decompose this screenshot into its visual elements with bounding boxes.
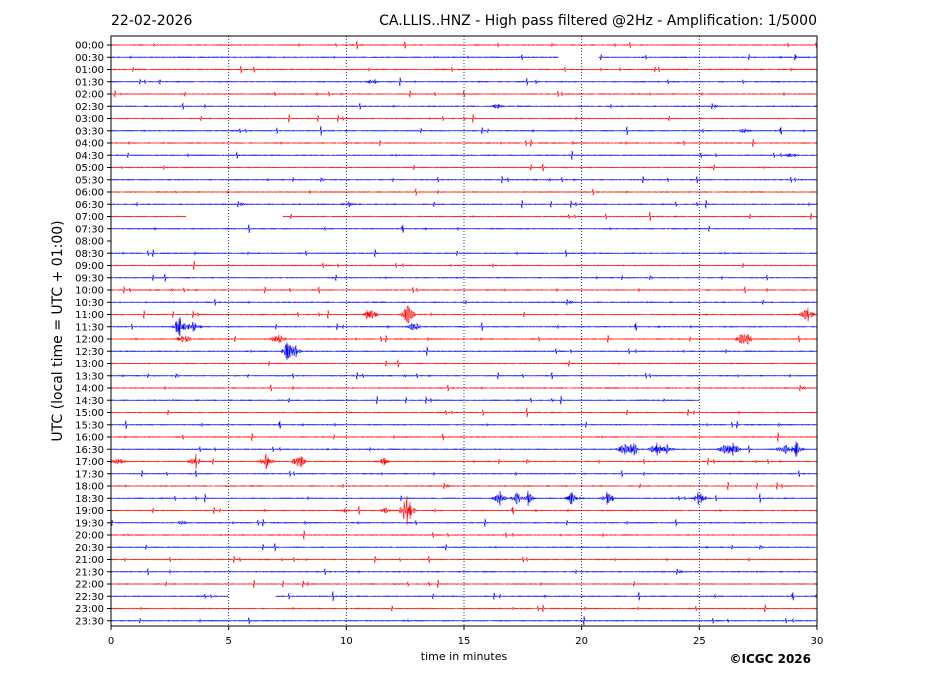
y-tick-label: 09:00 [75,261,104,272]
y-tick-label: 03:00 [75,114,104,125]
y-tick-label: 17:00 [75,457,104,468]
y-tick-label: 01:00 [75,65,104,76]
x-tick-label: 15 [458,636,471,647]
trace-row [110,114,818,123]
y-tick-label: 08:30 [75,249,104,260]
trace-row [110,273,818,282]
trace-row [110,286,818,294]
trace-row [110,211,818,222]
y-axis-label: UTC (local time = UTC + 01:00) [50,220,66,441]
trace-row [110,260,818,271]
trace-row [110,395,700,405]
y-tick-label: 00:30 [75,53,104,64]
y-tick-label: 00:00 [75,41,104,52]
y-tick-label: 11:00 [75,310,104,321]
trace-row [110,125,818,136]
y-tick-label: 23:00 [75,604,104,615]
y-tick-label: 16:30 [75,445,104,456]
y-tick-label: 02:30 [75,102,104,113]
y-tick-label: 12:30 [75,347,104,358]
date-label: 22-02-2026 [111,13,192,29]
trace-row [110,591,818,602]
x-tick-label: 30 [811,636,824,647]
trace-row [110,604,818,613]
y-tick-label: 10:00 [75,286,104,297]
y-tick-label: 20:00 [75,531,104,542]
y-tick-label: 02:00 [75,90,104,101]
trace-row [110,555,818,564]
y-tick-label: 01:30 [75,77,104,88]
x-tick-label: 25 [693,636,706,647]
trace-row [110,420,818,430]
trace-row [110,90,818,98]
trace-row [110,384,818,392]
y-tick-label: 09:30 [75,273,104,284]
copyright-label: ©ICGC 2026 [729,652,811,666]
y-tick-label: 15:30 [75,420,104,431]
trace-row [110,441,818,458]
y-tick-label: 22:00 [75,580,104,591]
y-tick-label: 07:30 [75,224,104,235]
trace-row [110,138,818,148]
y-tick-label: 05:30 [75,175,104,186]
trace-row [110,407,818,418]
y-tick-label: 19:30 [75,518,104,529]
trace-row [110,304,818,324]
trace-row [110,163,818,172]
trace-row [110,102,818,110]
y-tick-label: 11:30 [75,322,104,333]
y-tick-label: 19:00 [75,506,104,517]
y-tick-label: 23:30 [75,616,104,627]
trace-row [110,568,818,576]
x-tick-label: 10 [340,636,353,647]
y-tick-label: 04:00 [75,139,104,150]
trace-row [110,359,818,368]
x-axis-label: time in minutes [421,650,508,663]
y-tick-label: 21:00 [75,555,104,566]
y-tick-label: 04:30 [75,151,104,162]
y-tick-label: 06:30 [75,200,104,211]
y-tick-label: 05:00 [75,163,104,174]
x-axis-ticks: 0 5 10 15 20 25 30 [108,626,824,647]
y-tick-label: 15:00 [75,408,104,419]
trace-row [110,432,818,442]
y-tick-label: 14:30 [75,396,104,407]
x-tick-label: 0 [108,636,114,647]
y-tick-label: 22:30 [75,592,104,603]
trace-row [110,150,818,160]
x-tick-label: 5 [225,636,231,647]
y-tick-label: 07:00 [75,212,104,223]
y-tick-label: 18:30 [75,494,104,505]
y-tick-label: 12:00 [75,335,104,346]
trace-row [110,470,818,478]
x-tick-label: 20 [575,636,588,647]
y-tick-label: 14:00 [75,384,104,395]
y-tick-label: 13:00 [75,359,104,370]
trace-row [110,317,818,337]
y-tick-label: 21:30 [75,567,104,578]
trace-row [110,175,818,184]
time-grid [228,36,700,626]
trace-row [110,54,818,61]
trace-row [110,249,818,258]
y-tick-label: 08:00 [75,237,104,248]
y-tick-label: 03:30 [75,126,104,137]
trace-row [110,543,818,552]
trace-row [110,453,818,470]
y-tick-label: 13:30 [75,371,104,382]
y-tick-label: 10:30 [75,298,104,309]
y-tick-label: 18:00 [75,482,104,493]
trace-row [110,579,818,589]
y-tick-label: 16:00 [75,433,104,444]
chart-title: CA.LLIS..HNZ - High pass filtered @2Hz -… [379,13,817,29]
y-tick-label: 17:30 [75,469,104,480]
y-tick-label: 20:30 [75,543,104,554]
trace-row [110,40,818,50]
trace-row [110,298,818,306]
y-tick-label: 06:00 [75,188,104,199]
trace-row [110,616,818,626]
